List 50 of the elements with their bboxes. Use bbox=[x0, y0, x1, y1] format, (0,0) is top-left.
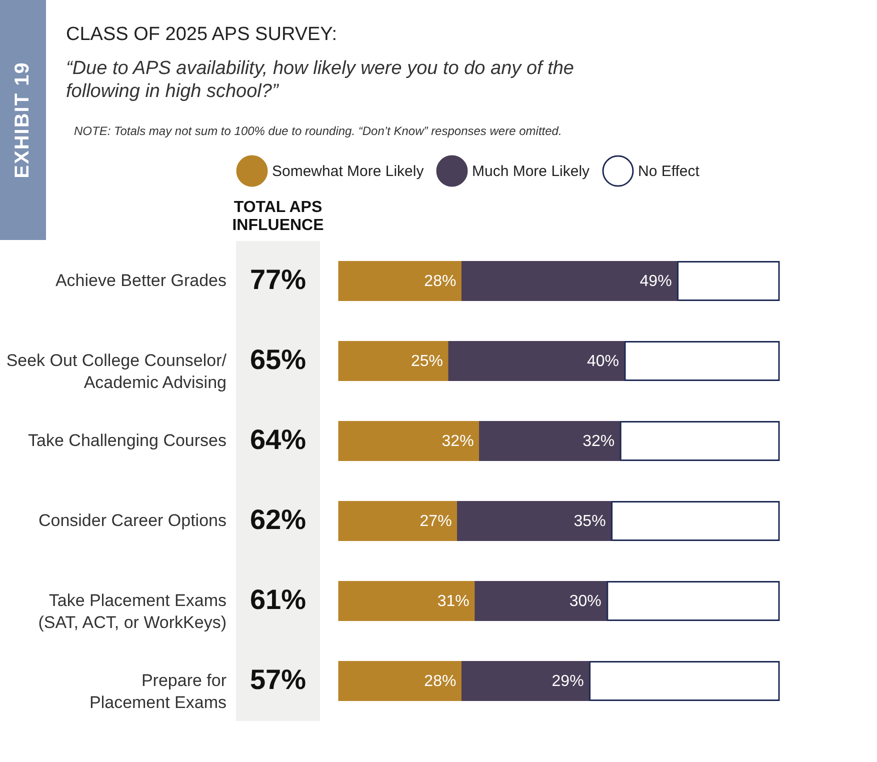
text: NOTE: Totals may not sum to 100% due to rounding. “Don’t Know” responses were omitted. bbox=[74, 124, 562, 138]
bar bbox=[624, 341, 780, 381]
bar bbox=[620, 421, 780, 461]
bar bbox=[338, 341, 450, 381]
text: 64% bbox=[250, 424, 306, 455]
y-tick-label: Take Placement Exams (SAT, ACT, or WorkKeys) bbox=[38, 591, 226, 632]
bar bbox=[338, 421, 481, 461]
legend-label: No Effect bbox=[638, 163, 700, 180]
data-label: 40% bbox=[586, 353, 619, 370]
data-label: 28% bbox=[424, 273, 456, 290]
data-label: 25% bbox=[410, 353, 443, 370]
y-tick-label: Achieve Better Grades bbox=[55, 271, 226, 290]
chart-title: CLASS OF 2025 APS SURVEY: bbox=[66, 24, 338, 46]
bar bbox=[338, 581, 476, 621]
text: 61% bbox=[250, 584, 306, 615]
bar bbox=[677, 261, 780, 301]
text: 77% bbox=[250, 264, 306, 295]
data-label: 31% bbox=[437, 593, 470, 610]
bar bbox=[338, 261, 463, 301]
legend-label: Somewhat More Likely bbox=[272, 163, 424, 180]
y-tick-label: Prepare for Placement Exams bbox=[90, 671, 227, 712]
data-label: 28% bbox=[424, 673, 456, 690]
text: 65% bbox=[250, 344, 306, 375]
y-tick-label: Seek Out College Counselor/ Academic Advising bbox=[6, 351, 227, 392]
data-label: 29% bbox=[552, 673, 584, 690]
bar bbox=[457, 501, 613, 541]
data-label: 35% bbox=[574, 513, 606, 530]
bar bbox=[611, 501, 780, 541]
text: 62% bbox=[250, 504, 306, 535]
text: TOTAL APS INFLUENCE bbox=[232, 199, 324, 234]
legend-label: Much More Likely bbox=[472, 163, 590, 180]
data-label: 32% bbox=[582, 433, 615, 450]
chart-subtitle: “Due to APS availability, how likely were you to do any of the following in high school?” bbox=[66, 58, 575, 104]
bar bbox=[448, 341, 626, 381]
y-tick-label: Consider Career Options bbox=[38, 511, 226, 530]
bar bbox=[479, 421, 622, 461]
data-label: 32% bbox=[442, 433, 474, 450]
data-label: 27% bbox=[420, 513, 452, 530]
bar bbox=[338, 501, 459, 541]
bar bbox=[606, 581, 780, 621]
bar bbox=[338, 661, 463, 701]
text: 57% bbox=[250, 664, 306, 695]
text: EXHIBIT 19 bbox=[12, 62, 34, 178]
data-label: 30% bbox=[569, 593, 602, 610]
bar bbox=[461, 661, 591, 701]
bar bbox=[461, 261, 679, 301]
bar bbox=[474, 581, 608, 621]
bar bbox=[589, 661, 780, 701]
y-tick-label: Take Challenging Courses bbox=[28, 431, 226, 450]
data-label: 49% bbox=[640, 273, 672, 290]
